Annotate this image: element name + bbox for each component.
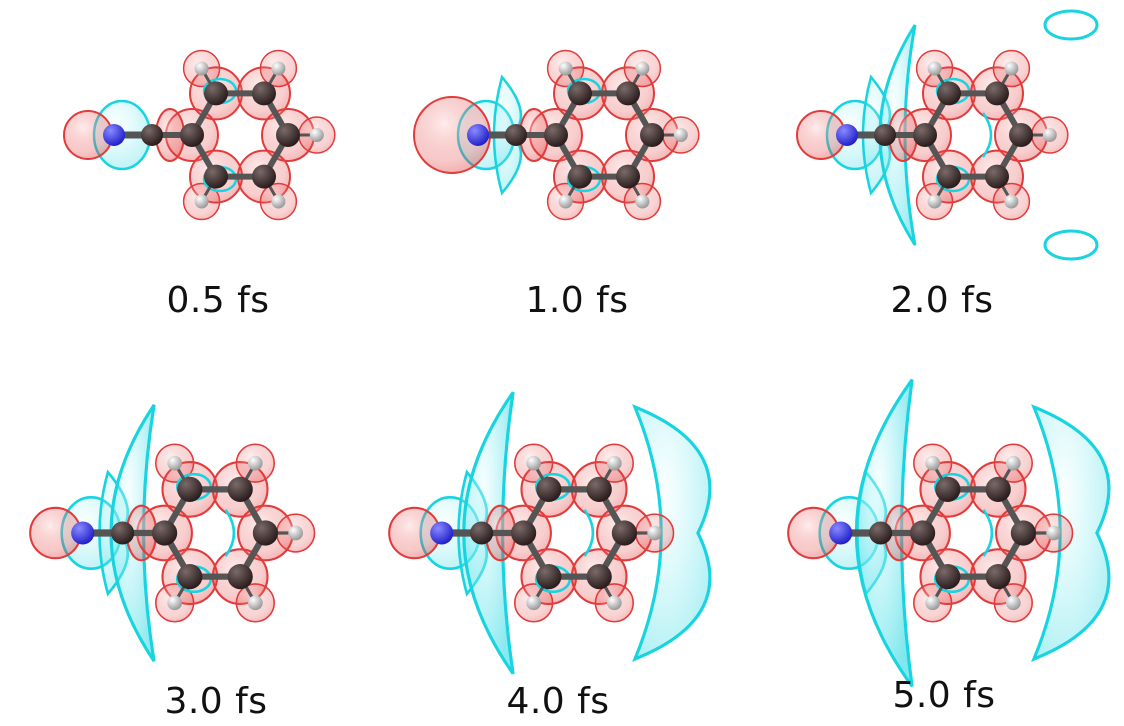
time-label: 1.0 fs [525, 280, 629, 321]
molecule-density-image [63, 49, 336, 221]
panel-4-0fs: 4.0 fs [374, 363, 748, 726]
time-label: 4.0 fs [506, 681, 610, 722]
panel-0-5fs: 0.5 fs [0, 0, 374, 363]
molecule-density-image [29, 404, 316, 662]
molecule-density-image [796, 9, 1099, 261]
molecule-density-image [388, 391, 712, 675]
molecule-density-image [413, 49, 700, 221]
panel-3-0fs: 3.0 fs [0, 363, 374, 726]
time-label: 5.0 fs [892, 675, 996, 716]
molecule-density-image [787, 378, 1111, 688]
time-label: 3.0 fs [164, 681, 268, 722]
time-label: 2.0 fs [890, 280, 994, 321]
panel-2-0fs: 2.0 fs [748, 0, 1124, 363]
panel-1-0fs: 1.0 fs [374, 0, 748, 363]
panel-5-0fs: 5.0 fs [748, 363, 1124, 726]
time-label: 0.5 fs [166, 280, 270, 321]
